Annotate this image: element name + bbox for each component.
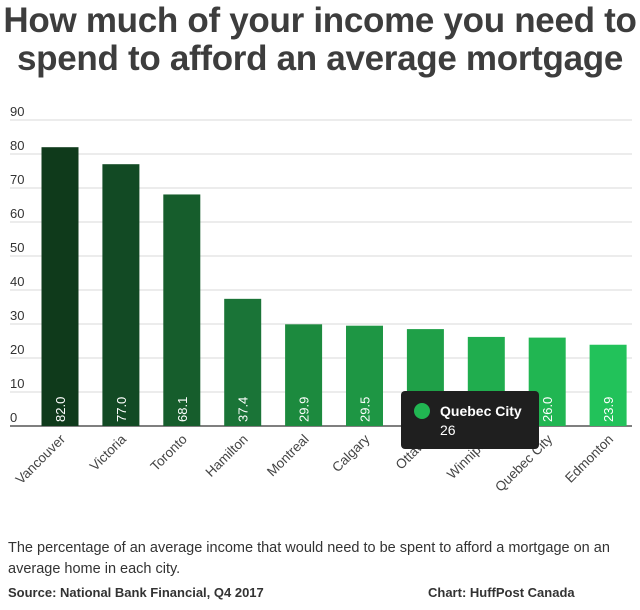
source-note: Source: National Bank Financial, Q4 2017: [8, 585, 264, 600]
data-label: 29.5: [358, 397, 373, 422]
data-label: 26.0: [540, 397, 555, 422]
data-label: 82.0: [53, 397, 68, 422]
chart-caption: The percentage of an average income that…: [8, 540, 610, 577]
x-tick-label: Victoria: [87, 431, 130, 474]
y-tick-label: 80: [10, 138, 24, 153]
bars: 82.0 77.0 68.1 37.4 29.9 29.5 26.0 23.9: [41, 147, 627, 426]
y-tick-label: 90: [10, 104, 24, 119]
y-axis: 0 10 20 30 40 50 60 70 80 90: [10, 104, 24, 425]
y-tick-label: 30: [10, 308, 24, 323]
tooltip-marker: [414, 403, 430, 419]
tooltip: Quebec City 26: [401, 391, 539, 449]
bar-chart: 0 10 20 30 40 50 60 70 80 90 82.0 77.0 68.1 37.4 29.9…: [10, 104, 632, 495]
x-tick-label: Vancouver: [13, 431, 69, 487]
bar-hamilton[interactable]: [224, 298, 262, 426]
data-label: 37.4: [236, 397, 251, 422]
y-tick-label: 50: [10, 240, 24, 255]
chart-title: How much of your income you need to spen…: [3, 1, 637, 78]
y-tick-label: 40: [10, 274, 24, 289]
chart-credit: Chart: HuffPost Canada: [428, 585, 575, 600]
data-label: 77.0: [114, 397, 129, 422]
x-tick-label: Toronto: [147, 432, 189, 474]
x-tick-label: Montreal: [264, 432, 312, 480]
x-tick-label: Edmonton: [562, 432, 616, 486]
tooltip-category: Quebec City: [440, 403, 522, 419]
bar-vancouver[interactable]: [41, 147, 79, 426]
y-tick-label: 60: [10, 206, 24, 221]
bar-toronto[interactable]: [163, 194, 201, 426]
y-tick-label: 10: [10, 376, 24, 391]
x-tick-label: Hamilton: [203, 432, 251, 480]
data-label: 29.9: [297, 397, 312, 422]
data-label: 23.9: [601, 397, 616, 422]
bar-calgary[interactable]: [346, 325, 383, 426]
bar-edmonton[interactable]: [589, 344, 627, 426]
tooltip-value: 26: [440, 422, 456, 438]
y-tick-label: 20: [10, 342, 24, 357]
data-label: 68.1: [175, 397, 190, 422]
y-tick-label: 70: [10, 172, 24, 187]
bar-montreal[interactable]: [285, 324, 323, 426]
tooltip-background: [401, 391, 539, 449]
x-tick-label: Calgary: [329, 431, 373, 475]
y-tick-label: 0: [10, 410, 17, 425]
bar-victoria[interactable]: [102, 164, 140, 426]
